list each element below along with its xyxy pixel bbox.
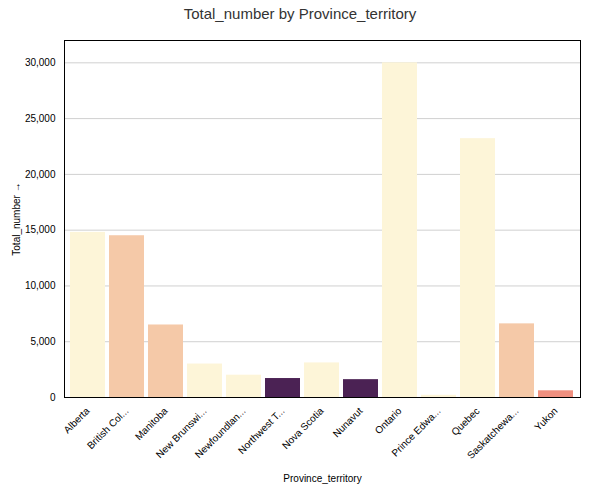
svg-text:Yukon: Yukon bbox=[532, 405, 559, 432]
svg-text:Prince Edwa...: Prince Edwa... bbox=[389, 405, 442, 458]
svg-text:Manitoba: Manitoba bbox=[133, 405, 170, 442]
svg-text:20,000: 20,000 bbox=[25, 169, 56, 180]
svg-text:Nova Scotia: Nova Scotia bbox=[280, 405, 326, 451]
svg-text:0: 0 bbox=[50, 392, 56, 403]
svg-text:Newfoundlan...: Newfoundlan... bbox=[192, 405, 248, 461]
svg-text:Alberta: Alberta bbox=[61, 405, 91, 435]
svg-text:British Col...: British Col... bbox=[85, 405, 131, 451]
svg-text:Ontario: Ontario bbox=[373, 405, 404, 436]
svg-text:25,000: 25,000 bbox=[25, 113, 56, 124]
svg-text:New Brunswi...: New Brunswi... bbox=[153, 405, 209, 461]
svg-text:15,000: 15,000 bbox=[25, 224, 56, 235]
svg-text:10,000: 10,000 bbox=[25, 280, 56, 291]
svg-text:Province_territory: Province_territory bbox=[283, 473, 361, 484]
html-text:Total_number by Province_terri: Total_number by Province_territory bbox=[183, 5, 417, 22]
svg-text:30,000: 30,000 bbox=[25, 57, 56, 68]
svg-text:Northwest T...: Northwest T... bbox=[236, 405, 287, 456]
svg-text:Saskatchewa...: Saskatchewa... bbox=[465, 405, 521, 461]
svg-text:Nunavut: Nunavut bbox=[331, 405, 365, 439]
svg-text:Total_number →: Total_number → bbox=[11, 182, 22, 255]
svg-text:Quebec: Quebec bbox=[449, 405, 482, 438]
svg-text:5,000: 5,000 bbox=[30, 336, 55, 347]
